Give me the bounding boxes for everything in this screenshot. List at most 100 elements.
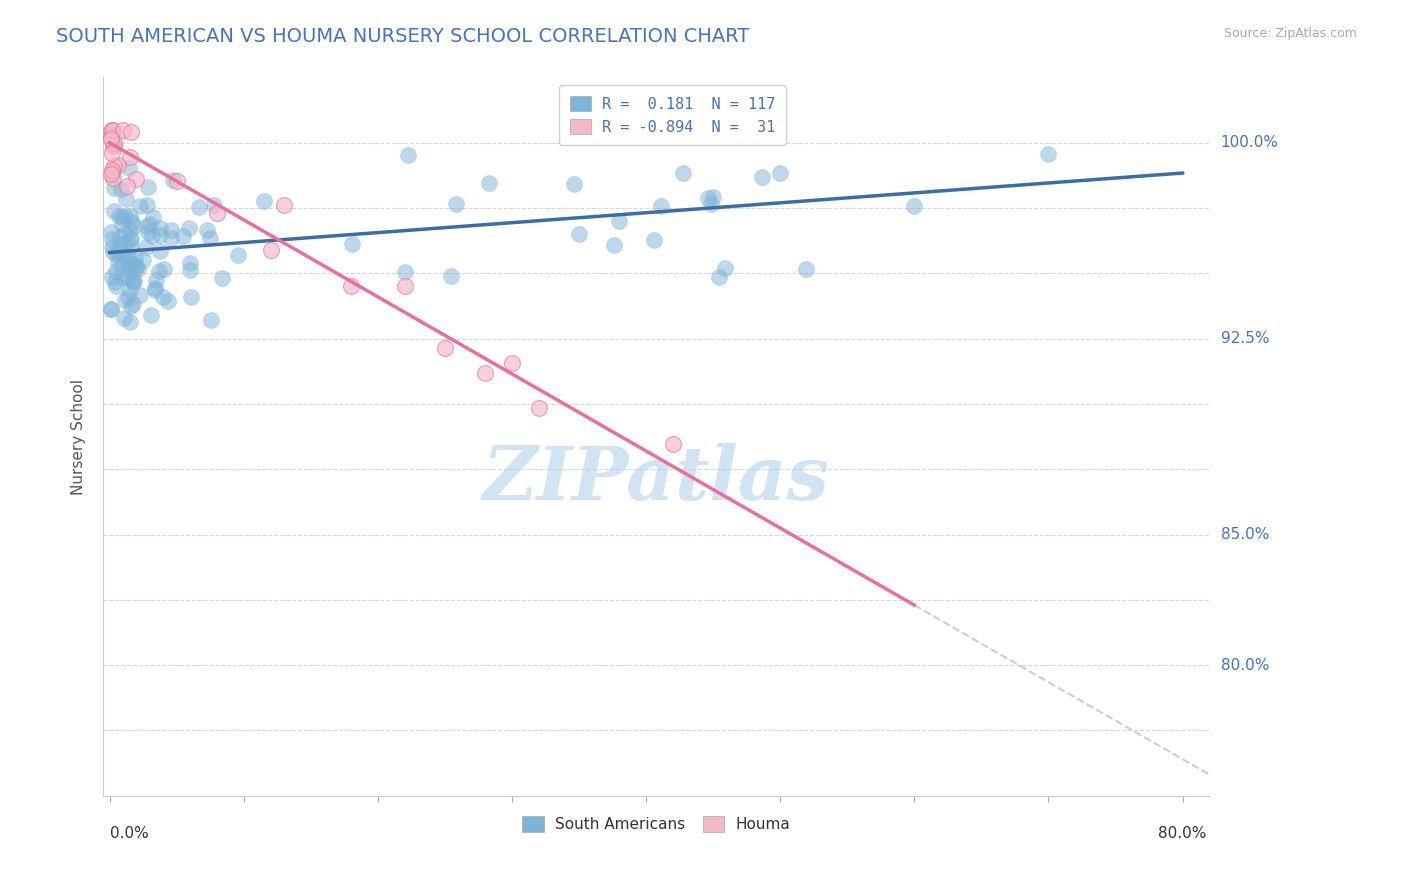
Point — [111, 270, 134, 285]
Point — [160, 223, 183, 237]
Point — [143, 281, 166, 295]
Point — [396, 148, 419, 162]
Point — [143, 283, 166, 297]
Point — [157, 293, 180, 308]
Point — [100, 122, 122, 136]
Point — [108, 230, 131, 244]
Point — [100, 301, 122, 316]
Point — [650, 199, 672, 213]
Point — [100, 130, 122, 145]
Point — [114, 192, 136, 206]
Point — [103, 181, 125, 195]
Point — [114, 227, 136, 241]
Point — [202, 198, 225, 212]
Point — [135, 239, 157, 253]
Point — [188, 200, 211, 214]
Point — [101, 139, 124, 153]
Point — [124, 274, 146, 288]
Point — [101, 171, 124, 186]
Point — [112, 122, 135, 136]
Point — [132, 252, 155, 267]
Point — [149, 221, 172, 235]
Point — [342, 236, 364, 251]
Point — [1038, 147, 1060, 161]
Point — [122, 276, 145, 290]
Point — [103, 138, 125, 153]
Point — [117, 179, 139, 194]
Point — [117, 270, 139, 285]
Point — [253, 194, 276, 209]
Point — [179, 256, 201, 270]
Point — [107, 209, 129, 223]
Text: Source: ZipAtlas.com: Source: ZipAtlas.com — [1223, 27, 1357, 40]
Point — [702, 190, 724, 204]
Point — [100, 132, 122, 146]
Point — [112, 237, 135, 252]
Point — [709, 270, 731, 285]
Point — [177, 221, 200, 235]
Point — [120, 315, 142, 329]
Point — [159, 230, 181, 244]
Point — [643, 233, 665, 247]
Point — [125, 172, 148, 186]
Point — [117, 289, 139, 303]
Point — [111, 258, 134, 272]
Point — [117, 263, 139, 277]
Point — [340, 279, 363, 293]
Point — [107, 255, 129, 269]
Point — [103, 136, 125, 150]
Point — [129, 288, 152, 302]
Point — [101, 146, 124, 161]
Point — [142, 211, 165, 225]
Point — [440, 269, 463, 284]
Point — [166, 174, 188, 188]
Point — [697, 191, 720, 205]
Point — [394, 265, 416, 279]
Point — [672, 166, 695, 180]
Point — [100, 124, 122, 138]
Point — [118, 150, 141, 164]
Point — [103, 159, 125, 173]
Text: ZIPatlas: ZIPatlas — [482, 443, 830, 516]
Point — [118, 233, 141, 247]
Text: 85.0%: 85.0% — [1220, 527, 1268, 542]
Point — [100, 225, 122, 239]
Point — [120, 222, 142, 236]
Point — [205, 206, 228, 220]
Point — [120, 261, 142, 276]
Point — [180, 289, 202, 303]
Point — [124, 219, 146, 234]
Point — [135, 219, 157, 234]
Point — [103, 275, 125, 289]
Point — [125, 259, 148, 273]
Point — [562, 177, 585, 191]
Point — [121, 296, 143, 310]
Point — [226, 248, 249, 262]
Point — [138, 217, 160, 231]
Point — [607, 214, 630, 228]
Point — [107, 244, 129, 258]
Point — [117, 249, 139, 263]
Point — [179, 263, 201, 277]
Point — [751, 170, 773, 185]
Point — [903, 199, 925, 213]
Text: 92.5%: 92.5% — [1220, 331, 1270, 346]
Point — [117, 254, 139, 268]
Point — [700, 196, 723, 211]
Point — [127, 262, 149, 277]
Point — [153, 262, 176, 277]
Point — [478, 176, 501, 190]
Point — [124, 260, 146, 275]
Point — [662, 437, 685, 451]
Point — [107, 158, 129, 172]
Text: 80.0%: 80.0% — [1220, 657, 1268, 673]
Point — [101, 122, 124, 136]
Point — [769, 166, 792, 180]
Text: 100.0%: 100.0% — [1220, 136, 1278, 150]
Point — [101, 244, 124, 259]
Point — [141, 228, 163, 243]
Point — [200, 313, 222, 327]
Point — [198, 231, 221, 245]
Point — [148, 264, 170, 278]
Point — [100, 163, 122, 178]
